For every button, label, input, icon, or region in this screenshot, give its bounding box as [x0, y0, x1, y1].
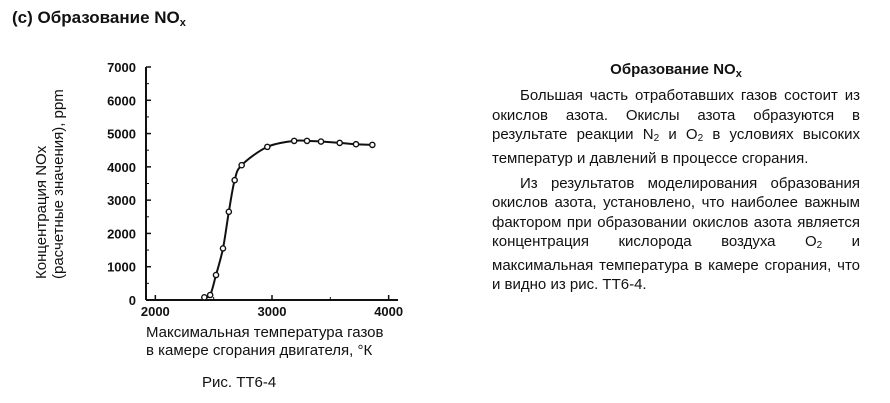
data-point [219, 245, 227, 252]
x-axis-label-line2: в камере сгорания двигателя, °К [146, 342, 373, 359]
x-tick-label: 3000 [258, 304, 287, 319]
y-tick-label: 5000 [107, 127, 136, 142]
y-axis-label: Концентрация NOx [33, 145, 50, 279]
data-point [317, 138, 325, 145]
data-point [212, 271, 220, 279]
data-point [201, 294, 208, 301]
paragraph-1: Большая часть отработавших газов состоит… [492, 87, 860, 167]
section-heading: (c) Образование NOx [12, 8, 186, 29]
y-tick-label: 0 [129, 293, 136, 308]
nox-points [201, 137, 376, 301]
chart-axes [145, 67, 398, 301]
data-point [303, 137, 311, 145]
data-point [369, 141, 376, 149]
y-tick-label: 4000 [107, 160, 136, 175]
y-tick-label: 3000 [107, 193, 136, 208]
data-point [352, 140, 360, 148]
y-axis-label-units: (расчетные значения), ppm [50, 89, 67, 279]
x-axis-label: Максимальная температура газов в камере … [146, 324, 384, 360]
side-text: Образование NOx Большая часть отработавш… [492, 60, 860, 300]
y-tick-label: 1000 [107, 260, 136, 275]
data-point [231, 176, 238, 184]
x-axis-label-line1: Максимальная температура газов [146, 324, 384, 341]
x-tick-label: 2000 [141, 304, 170, 319]
chart-ticks: 0 1000 2000 3000 4000 5000 6000 7000 2000 3000 400… [107, 60, 403, 319]
data-point [336, 139, 343, 147]
data-point [290, 137, 298, 145]
data-point [225, 208, 233, 216]
paragraph-2: Из результатов моделирования образования… [492, 175, 860, 294]
figure-caption: Рис. TT6-4 [202, 374, 277, 391]
side-title: Образование NOx [610, 61, 742, 80]
nox-curve [203, 139, 373, 299]
y-tick-label: 6000 [107, 93, 136, 108]
data-point [264, 143, 271, 151]
y-tick-label: 7000 [107, 60, 136, 75]
x-tick-label: 4000 [374, 304, 403, 319]
data-point [238, 161, 245, 169]
data-point [206, 291, 214, 299]
y-tick-label: 2000 [107, 226, 136, 241]
